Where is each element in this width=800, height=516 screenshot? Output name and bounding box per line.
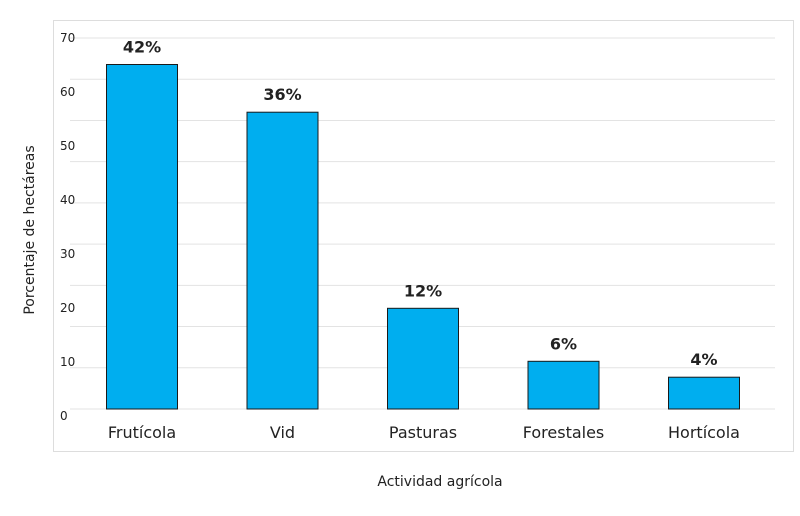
x-tick-label: Frutícola	[108, 423, 176, 442]
x-tick-label: Forestales	[523, 423, 605, 442]
y-tick-label: 30	[60, 247, 75, 261]
bar	[668, 376, 740, 410]
y-tick-label: 50	[60, 139, 75, 153]
data-label: 36%	[263, 85, 301, 104]
data-label: 12%	[404, 281, 442, 300]
bar	[387, 307, 459, 410]
y-tick-label: 0	[60, 409, 68, 423]
y-tick-label: 70	[60, 31, 75, 45]
data-label: 4%	[690, 350, 717, 369]
bar	[246, 111, 319, 410]
data-label: 42%	[123, 38, 161, 57]
y-tick-label: 10	[60, 355, 75, 369]
y-tick-label: 60	[60, 85, 75, 99]
x-tick-label: Pasturas	[389, 423, 457, 442]
x-tick-label: Vid	[270, 423, 295, 442]
bar	[527, 360, 600, 410]
x-tick-label: Hortícola	[668, 423, 740, 442]
data-label: 6%	[550, 334, 577, 353]
y-axis-label: Porcentaje de hectáreas	[22, 145, 38, 314]
x-axis-label: Actividad agrícola	[377, 474, 502, 490]
y-tick-label: 40	[60, 193, 75, 207]
bar	[106, 64, 178, 410]
y-tick-label: 20	[60, 301, 75, 315]
chart-border	[53, 20, 794, 452]
